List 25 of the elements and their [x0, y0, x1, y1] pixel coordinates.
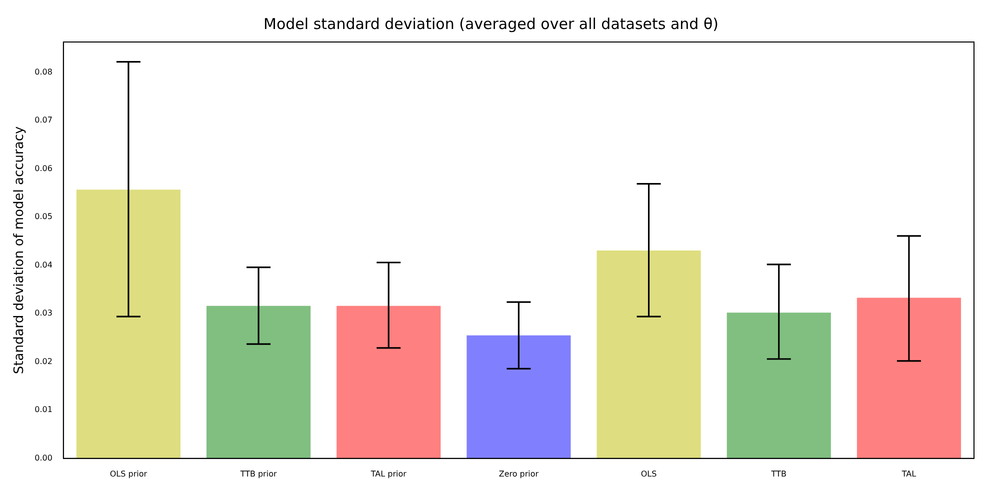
- bar: [596, 250, 701, 458]
- x-tick-label: TAL: [900, 469, 917, 478]
- y-tick-label: 0.05: [34, 212, 52, 222]
- bar: [856, 298, 961, 458]
- bar: [466, 335, 571, 458]
- y-tick-label: 0.08: [34, 67, 52, 76]
- x-tick-label: Zero prior: [498, 469, 540, 478]
- y-tick-label: 0.00: [34, 453, 52, 462]
- y-tick-label: 0.02: [34, 356, 52, 366]
- bar: [726, 312, 831, 458]
- y-tick-label: 0.03: [34, 308, 52, 318]
- bar: [336, 306, 441, 458]
- x-tick-label: OLS: [640, 469, 657, 478]
- bar: [206, 306, 311, 458]
- bar: [76, 190, 180, 458]
- x-tick-label: TTB: [770, 469, 786, 478]
- chart-title: Model standard deviation (averaged over all datasets and θ): [264, 14, 718, 33]
- y-axis-title: Standard deviation of model accuracy: [12, 126, 28, 374]
- y-tick-label: 0.04: [34, 260, 52, 270]
- y-tick-label: 0.01: [34, 405, 52, 414]
- y-tick-label: 0.07: [34, 116, 52, 125]
- y-tick-label: 0.06: [34, 164, 52, 173]
- x-tick-label: TTB prior: [239, 469, 278, 478]
- x-tick-label: OLS prior: [110, 469, 148, 478]
- x-tick-label: TAL prior: [370, 469, 408, 478]
